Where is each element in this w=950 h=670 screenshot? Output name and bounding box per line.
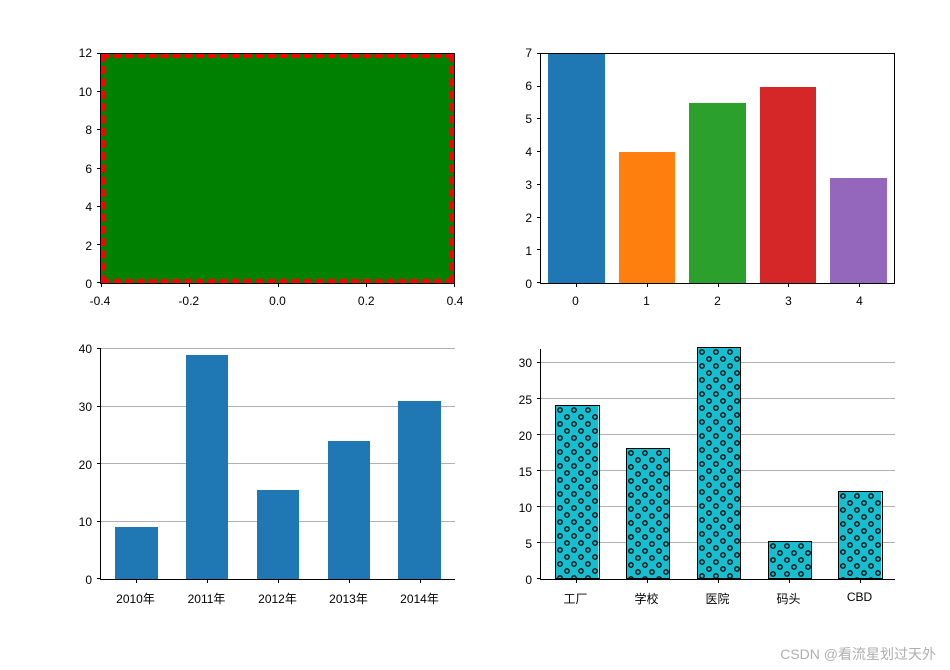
y-tick-label: 5 [525, 112, 532, 126]
y-tick-label: 25 [519, 393, 532, 407]
x-ticks: 2010年 2011年 2012年 2013年 2014年 [100, 584, 455, 610]
y-tick-label: 8 [85, 123, 92, 137]
bar [257, 490, 299, 579]
x-ticks: -0.4-0.20.00.20.4 [100, 288, 455, 314]
bar-edge [101, 54, 454, 283]
x-tick-label: 2014年 [400, 590, 439, 607]
y-tick-label: 6 [525, 79, 532, 93]
chart-bottom-left [100, 349, 455, 580]
y-tick-label: 4 [85, 200, 92, 214]
y-ticks: 01234567 [500, 53, 536, 284]
y-tick-label: 40 [79, 342, 92, 356]
x-tick-label: 2011年 [188, 590, 226, 607]
x-tick-label: -0.4 [90, 294, 111, 308]
x-tick-label: 0.2 [358, 294, 375, 308]
y-tick-label: 10 [79, 515, 92, 529]
y-ticks: 051015202530 [500, 349, 536, 580]
chart-top-left [100, 53, 455, 284]
y-tick-label: 5 [525, 537, 532, 551]
x-tick-label: 学校 [634, 590, 658, 607]
grid-line [101, 348, 455, 349]
x-tick-label: 2013年 [329, 590, 368, 607]
chart-bottom-right [540, 349, 895, 580]
subplot-grid: 024681012 -0.4-0.20.00.20.4 01234567 012… [0, 0, 950, 670]
y-tick-label: 20 [79, 458, 92, 472]
y-tick-label: 12 [79, 46, 92, 60]
chart-top-right [540, 53, 895, 284]
x-tick-label: 0.4 [447, 294, 464, 308]
x-ticks: 0 1 2 3 4 [540, 288, 895, 314]
y-tick-label: 0 [85, 573, 92, 587]
y-tick-label: 1 [525, 244, 532, 258]
y-tick-label: 7 [525, 46, 532, 60]
bar [619, 152, 675, 283]
bar [328, 441, 370, 579]
y-ticks: 010203040 [60, 349, 96, 580]
panel-bottom-left: 0 10 20 30 40 2010年 2011年 2012年 2013年 2014年 [60, 344, 460, 610]
y-tick-label: 6 [85, 162, 92, 176]
bar [115, 527, 157, 579]
y-tick-label: 4 [525, 145, 532, 159]
y-tick-label: 2 [85, 239, 92, 253]
x-tick-label: 4 [856, 294, 863, 308]
x-tick-label: 工厂 [563, 590, 587, 607]
x-tick-label: CBD [847, 590, 872, 604]
x-tick-label: 0 [572, 294, 579, 308]
y-tick-label: 10 [519, 501, 532, 515]
x-tick-label: 医院 [705, 590, 729, 607]
panel-top-left: 024681012 -0.4-0.20.00.20.4 [60, 48, 460, 314]
panel-top-right: 0 1 2 3 4 5 6 7 0 1 2 3 4 [500, 48, 900, 314]
y-tick-label: 15 [519, 465, 532, 479]
panel-bottom-right: 0 5 10 15 20 25 30 工厂 学校 医院 码头 CBD [500, 344, 900, 610]
y-tick-label: 0 [525, 277, 532, 291]
y-tick-label: 3 [525, 178, 532, 192]
bar [697, 347, 741, 579]
bar [186, 355, 228, 579]
y-tick-label: 2 [525, 211, 532, 225]
bar [555, 405, 599, 580]
x-tick-label: 0.0 [269, 294, 286, 308]
y-tick-label: 30 [519, 356, 532, 370]
x-tick-label: 码头 [776, 590, 800, 607]
watermark: CSDN @看流星划过天外 [780, 644, 936, 664]
y-tick-label: 10 [79, 85, 92, 99]
x-tick-label: 3 [785, 294, 792, 308]
x-tick-label: 1 [643, 294, 650, 308]
bar [760, 87, 816, 283]
bar [838, 491, 882, 579]
bar [548, 54, 604, 283]
x-tick-label: 2010年 [116, 590, 155, 607]
y-tick-label: 30 [79, 400, 92, 414]
bar [830, 178, 886, 283]
x-ticks: 工厂 学校 医院 码头 CBD [540, 584, 895, 610]
bar [768, 541, 812, 579]
bar [398, 401, 440, 579]
y-tick-label: 0 [525, 573, 532, 587]
bar [689, 103, 745, 283]
y-ticks: 024681012 [60, 53, 96, 284]
bar [626, 448, 670, 579]
y-tick-label: 20 [519, 429, 532, 443]
y-tick-label: 0 [85, 277, 92, 291]
x-tick-label: -0.2 [178, 294, 199, 308]
x-tick-label: 2012年 [258, 590, 297, 607]
x-tick-label: 2 [714, 294, 721, 308]
